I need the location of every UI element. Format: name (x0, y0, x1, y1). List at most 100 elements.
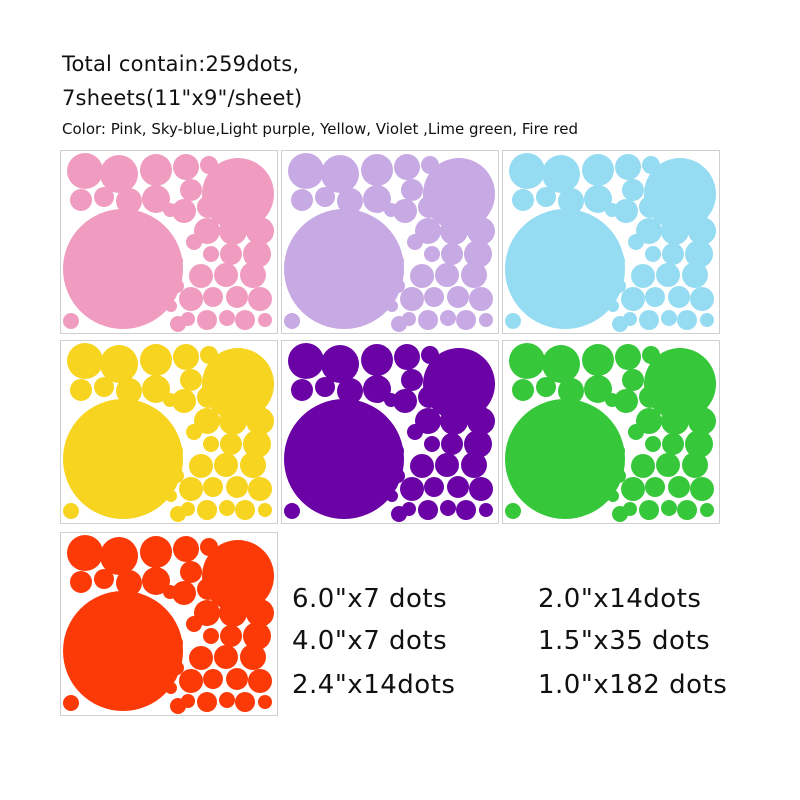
dot (63, 399, 183, 519)
dot (661, 500, 677, 516)
color-list-text: Color: Pink, Sky-blue,Light purple, Yell… (62, 120, 578, 138)
dot (189, 454, 213, 478)
dot (435, 453, 459, 477)
dot (509, 343, 545, 379)
dot (690, 477, 714, 501)
dot (67, 153, 103, 189)
dot (685, 430, 713, 458)
dot (246, 407, 274, 435)
dot (248, 287, 272, 311)
dot (172, 581, 196, 605)
dot (384, 203, 398, 217)
dot (628, 234, 644, 250)
dot (440, 500, 456, 516)
dot (509, 153, 545, 189)
dot (337, 188, 363, 214)
dot (169, 636, 183, 650)
dot (180, 561, 202, 583)
dot (219, 692, 235, 708)
dot (142, 567, 170, 595)
dot (170, 661, 184, 675)
sheet-violet (281, 340, 499, 524)
dot (424, 436, 440, 452)
dot (407, 424, 423, 440)
dot (424, 287, 444, 307)
sheet-sky-blue (502, 150, 720, 334)
dot (142, 185, 170, 213)
dot (631, 264, 655, 288)
dot (63, 591, 183, 711)
dot (505, 209, 625, 329)
dot (197, 578, 219, 600)
dot (284, 399, 404, 519)
dot (421, 346, 439, 364)
dot (173, 536, 199, 562)
total-dots-text: Total contain:259dots, (62, 52, 300, 76)
dot (461, 452, 487, 478)
dot (426, 366, 444, 384)
dot (410, 264, 434, 288)
dot (447, 286, 469, 308)
dot (186, 234, 202, 250)
dot (607, 300, 619, 312)
dot (243, 430, 271, 458)
dot (424, 477, 444, 497)
dot (401, 179, 423, 201)
size-2-4-label: 2.4"x14dots (292, 670, 456, 700)
dot (621, 477, 645, 501)
dot (639, 196, 661, 218)
dot (582, 154, 614, 186)
dot (226, 286, 248, 308)
dot (179, 287, 203, 311)
dot (690, 287, 714, 311)
dot (243, 622, 271, 650)
dot (70, 189, 92, 211)
dot (116, 570, 142, 596)
dot (248, 669, 272, 693)
dot (688, 407, 716, 435)
dot (612, 469, 626, 483)
dot (440, 310, 456, 326)
dot (67, 343, 103, 379)
dot (186, 424, 202, 440)
dot (677, 310, 697, 330)
dot (645, 477, 665, 497)
dot (240, 262, 266, 288)
dot (180, 369, 202, 391)
dot (386, 300, 398, 312)
dot (203, 436, 219, 452)
dot (615, 154, 641, 180)
dot (189, 264, 213, 288)
dot (172, 199, 196, 223)
dot (426, 176, 444, 194)
dot-sheet-graphic (505, 343, 716, 522)
dot (179, 477, 203, 501)
dot (116, 188, 142, 214)
dot (197, 196, 219, 218)
dot (647, 366, 665, 384)
dot (607, 490, 619, 502)
dot (639, 310, 659, 330)
dot (284, 209, 404, 329)
dot (197, 500, 217, 520)
dot (172, 389, 196, 413)
dot (205, 176, 223, 194)
dot (391, 506, 407, 522)
dot (423, 348, 495, 420)
dot (391, 316, 407, 332)
dot (662, 433, 684, 455)
dot (440, 217, 468, 245)
dot (661, 407, 689, 435)
dot (205, 366, 223, 384)
dot (219, 599, 247, 627)
dot (116, 378, 142, 404)
dot (170, 279, 184, 293)
dot (163, 203, 177, 217)
dot (639, 500, 659, 520)
dot (235, 692, 255, 712)
dot (644, 158, 716, 230)
dot (173, 344, 199, 370)
dot (219, 500, 235, 516)
dot-sheet-graphic (284, 153, 495, 332)
dot (246, 217, 274, 245)
